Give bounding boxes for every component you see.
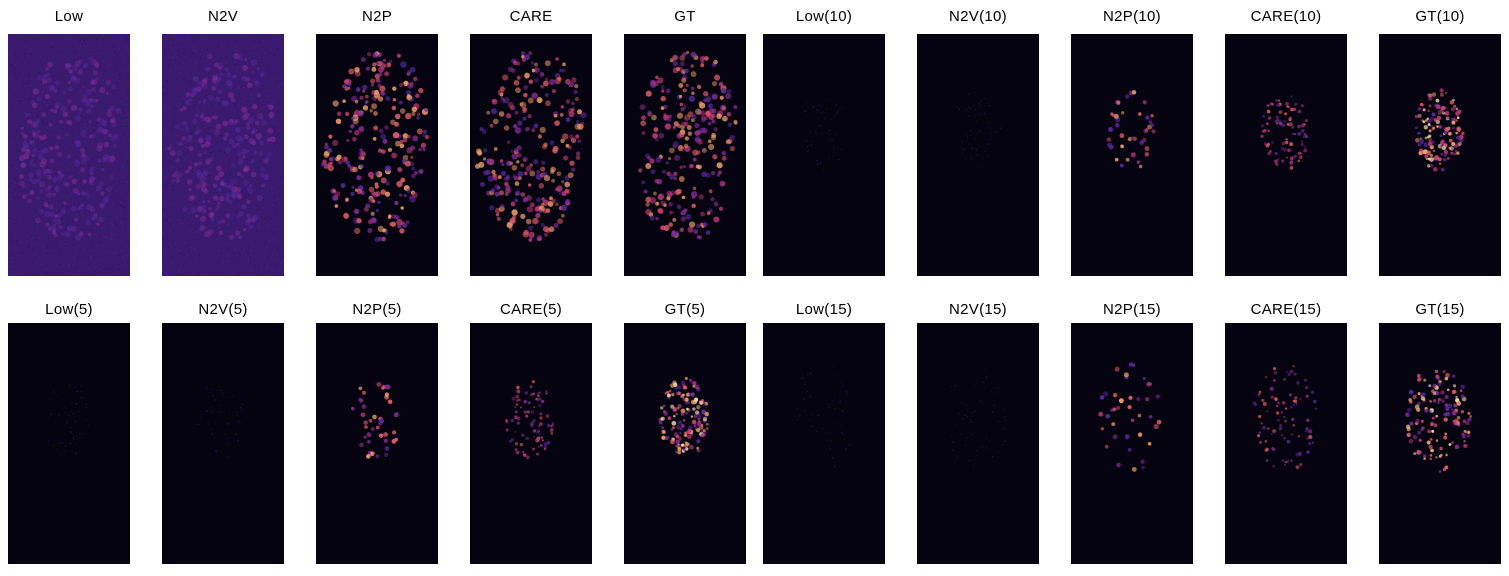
panel-title: CARE(10): [1250, 8, 1322, 25]
panel-title: Low(10): [795, 8, 853, 25]
microscopy-image: [1071, 34, 1193, 276]
microscopy-image: [624, 323, 746, 564]
panel-care-15: CARE(15): [1225, 296, 1347, 566]
panel-gt-5: GT(5): [624, 296, 746, 566]
panel-n2p-5: N2P(5): [316, 296, 438, 566]
panel-n2v-5: N2V(5): [162, 296, 284, 566]
microscopy-image: [1379, 323, 1501, 564]
panel-gt-10: GT(10): [1379, 6, 1501, 276]
panel-title: GT(10): [1415, 8, 1465, 25]
panel-care-10: CARE(10): [1225, 6, 1347, 276]
panel-title: Low: [54, 8, 84, 25]
panel-n2p-10: N2P(10): [1071, 6, 1193, 276]
panel-title: N2V(15): [949, 301, 1007, 318]
microscopy-image: [763, 34, 885, 276]
panel-title: N2P(10): [1103, 8, 1161, 25]
panel-n2p-15: N2P(15): [1071, 296, 1193, 566]
panel-n2v-10: N2V(10): [917, 6, 1039, 276]
panel-low-5: Low(5): [8, 296, 130, 566]
microscopy-image: [470, 323, 592, 564]
microscopy-image: [162, 34, 284, 276]
panel-care: CARE: [470, 6, 592, 276]
microscopy-image: [917, 323, 1039, 564]
panel-title: CARE(5): [499, 301, 563, 318]
microscopy-image: [316, 323, 438, 564]
panel-low: Low: [8, 6, 130, 276]
microscopy-image: [624, 34, 746, 276]
panel-low-15: Low(15): [763, 296, 885, 566]
microscopy-image: [1379, 34, 1501, 276]
panel-title: N2V: [207, 8, 239, 25]
panel-n2v: N2V: [162, 6, 284, 276]
panel-low-10: Low(10): [763, 6, 885, 276]
panel-title: Low(5): [45, 301, 93, 318]
panel-gt-15: GT(15): [1379, 296, 1501, 566]
panel-title: N2V(5): [198, 301, 248, 318]
panel-title: N2P(5): [352, 301, 402, 318]
panel-n2p: N2P: [316, 6, 438, 276]
microscopy-image: [8, 34, 130, 276]
panel-title: CARE(15): [1250, 301, 1322, 318]
panel-gt: GT: [624, 6, 746, 276]
microscopy-image: [162, 323, 284, 564]
panel-title: N2V(10): [949, 8, 1007, 25]
microscopy-image: [1225, 323, 1347, 564]
microscopy-image: [763, 323, 885, 564]
panel-title: N2P: [361, 8, 393, 25]
microscopy-image: [8, 323, 130, 564]
panel-title: N2P(15): [1103, 301, 1161, 318]
panel-n2v-15: N2V(15): [917, 296, 1039, 566]
panel-title: GT: [674, 8, 696, 25]
microscopy-image: [316, 34, 438, 276]
microscopy-image: [470, 34, 592, 276]
microscopy-image: [1071, 323, 1193, 564]
panel-title: GT(5): [664, 301, 706, 318]
panel-title: CARE: [509, 8, 553, 25]
microscopy-image: [917, 34, 1039, 276]
panel-title: GT(15): [1415, 301, 1465, 318]
panel-care-5: CARE(5): [470, 296, 592, 566]
panel-title: Low(15): [795, 301, 853, 318]
microscopy-image: [1225, 34, 1347, 276]
